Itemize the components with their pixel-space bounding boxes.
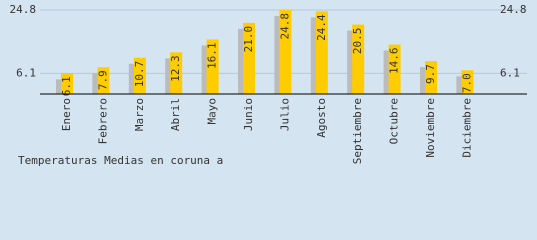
bar: [133, 57, 146, 94]
value-label: 16.1: [206, 42, 219, 69]
value-label: 9.7: [424, 64, 437, 84]
bar: [170, 52, 183, 94]
x-tick-label: Febrero: [96, 98, 109, 144]
bar: [243, 22, 255, 94]
bar: [315, 11, 328, 95]
x-tick-label: Octubre: [388, 98, 401, 144]
y-tick-label: 6.1: [16, 66, 36, 79]
value-label: 21.0: [242, 26, 255, 53]
chart-title: Temperaturas Medias en coruna a: [18, 154, 223, 167]
x-tick-label: Abril: [169, 98, 182, 131]
bar: [61, 73, 73, 94]
value-label: 12.3: [169, 55, 182, 82]
bar: [352, 24, 365, 95]
x-tick-label: Marzo: [133, 98, 146, 131]
x-tick-label: Noviembre: [424, 98, 437, 158]
bar: [97, 67, 110, 94]
x-tick-label: Diciembre: [460, 98, 473, 158]
chart: Temperaturas Medias en coruna a 6.1 6.1 24…: [0, 0, 537, 174]
value-label: 7.9: [96, 70, 109, 90]
y-tick-label-right: 6.1: [500, 66, 520, 79]
value-label: 24.4: [315, 14, 328, 41]
y-tick-label: 24.8: [10, 3, 37, 16]
x-tick-label: Septiembre: [351, 98, 364, 164]
x-tick-label: Julio: [278, 98, 291, 131]
y-tick-label-right: 24.8: [500, 3, 527, 16]
value-label: 24.8: [278, 13, 291, 40]
bar: [388, 44, 401, 94]
bar: [425, 61, 437, 94]
value-label: 14.6: [388, 48, 401, 75]
background: [0, 0, 537, 174]
value-label: 10.7: [133, 61, 146, 88]
x-tick-label: Junio: [242, 98, 255, 131]
value-label: 7.0: [460, 73, 473, 93]
x-tick-label: Mayo: [206, 98, 219, 125]
value-label: 6.1: [60, 76, 73, 96]
value-label: 20.5: [351, 28, 364, 54]
x-tick-label: Enero: [60, 98, 73, 131]
bar: [279, 10, 292, 94]
x-tick-label: Agosto: [315, 98, 328, 138]
bar: [461, 70, 474, 94]
bar: [206, 39, 219, 94]
